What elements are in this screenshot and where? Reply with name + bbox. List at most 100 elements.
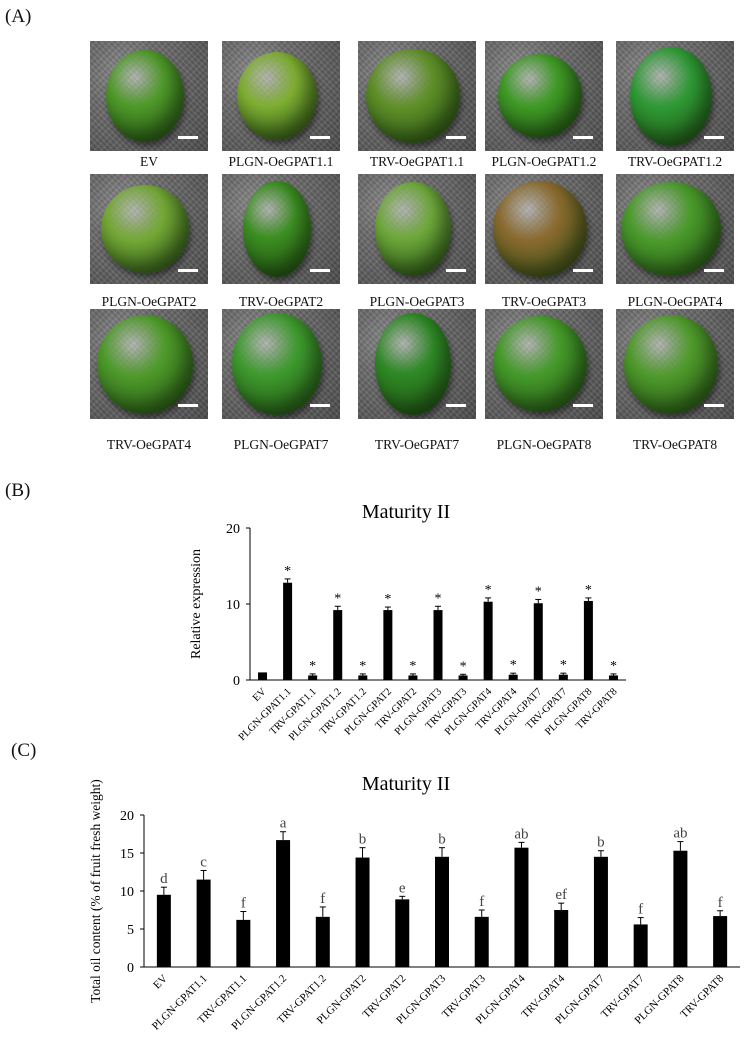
olive-fruit	[629, 46, 713, 146]
fruit-photo	[358, 174, 476, 284]
significance-label: *	[384, 592, 391, 607]
fruit-photo	[358, 309, 476, 419]
olive-fruit	[101, 185, 189, 273]
significance-label: b	[438, 832, 446, 848]
olive-fruit	[375, 313, 451, 415]
significance-label: f	[320, 891, 325, 907]
scale-bar	[310, 136, 330, 139]
bar	[433, 610, 443, 680]
scale-bar	[446, 404, 466, 407]
olive-fruit	[375, 181, 451, 277]
fruit-label: EV	[140, 154, 158, 169]
x-tick-label: EV	[251, 686, 269, 704]
panel-label-b: (B)	[5, 480, 31, 501]
fruit-label: TRV-OeGPAT8	[632, 437, 718, 452]
significance-label: b	[359, 832, 367, 848]
bar	[358, 675, 368, 680]
olive-fruit	[106, 49, 184, 143]
bar	[236, 919, 251, 967]
olive-fruit	[492, 180, 588, 278]
panel-label-a: (A)	[5, 6, 32, 27]
scale-bar	[310, 269, 330, 272]
bar	[408, 675, 418, 680]
significance-label: *	[359, 659, 366, 674]
scale-bar	[573, 136, 593, 139]
olive-fruit	[492, 315, 588, 413]
fruit-photo	[358, 41, 476, 151]
fruit-photo	[90, 174, 208, 284]
fruit-photo	[222, 309, 340, 419]
panel-label-c: (C)	[11, 740, 37, 761]
significance-label: a	[280, 816, 287, 832]
fruit-label: TRV-OeGPAT2	[238, 294, 324, 309]
bar	[276, 840, 291, 967]
bar	[283, 582, 293, 680]
significance-label: ef	[555, 887, 567, 903]
bar	[474, 916, 489, 967]
bar	[483, 601, 493, 680]
scale-bar	[178, 136, 198, 139]
scale-bar	[446, 269, 466, 272]
significance-label: *	[284, 564, 291, 579]
scale-bar	[310, 404, 330, 407]
olive-fruit	[623, 314, 719, 414]
fruit-photo	[222, 41, 340, 151]
significance-label: f	[638, 902, 643, 918]
bar	[383, 610, 393, 680]
bar	[583, 600, 593, 680]
bar	[514, 847, 529, 967]
x-tick-label: EV	[151, 973, 170, 992]
bar	[333, 610, 343, 680]
significance-label: f	[241, 896, 246, 912]
y-tick-label: 15	[120, 847, 134, 862]
fruit-label: PLGN-OeGPAT2	[101, 294, 197, 309]
fruit-photo	[485, 309, 603, 419]
scale-bar	[704, 404, 724, 407]
fruit-photo	[222, 174, 340, 284]
bar	[355, 857, 370, 967]
scale-bar	[446, 136, 466, 139]
scale-bar	[178, 269, 198, 272]
scale-bar	[573, 404, 593, 407]
scale-bar	[573, 269, 593, 272]
scale-bar	[704, 269, 724, 272]
bar	[458, 675, 468, 680]
fruit-photo	[485, 174, 603, 284]
fruit-label: PLGN-OeGPAT1.1	[228, 154, 334, 169]
oil-content-chart: Maturity II Total oil content (% of fruit…	[88, 773, 740, 1032]
bar	[608, 675, 618, 680]
fruit-label: TRV-OeGPAT7	[374, 437, 460, 452]
bar	[156, 894, 171, 967]
x-tick-label: TRV-GPAT8	[678, 972, 726, 1020]
bar	[395, 899, 410, 967]
bar	[315, 916, 330, 967]
y-tick-label: 10	[120, 885, 134, 900]
fruit-photo	[90, 41, 208, 151]
y-axis-label: Relative expression	[189, 549, 204, 659]
olive-fruit	[365, 48, 461, 144]
significance-label: *	[560, 658, 567, 673]
fruit-photo	[616, 174, 734, 284]
bar	[673, 850, 688, 967]
significance-label: *	[460, 659, 467, 674]
fruit-label: PLGN-OeGPAT3	[369, 294, 465, 309]
fruit-label: PLGN-OeGPAT7	[233, 437, 329, 452]
significance-label: e	[399, 880, 406, 896]
y-tick-label: 5	[127, 923, 134, 938]
scale-bar	[704, 136, 724, 139]
significance-label: *	[409, 659, 416, 674]
chart-title: Maturity II	[362, 773, 450, 795]
significance-label: *	[485, 583, 492, 598]
significance-label: f	[718, 895, 723, 911]
fruit-label: TRV-OeGPAT4	[106, 437, 192, 452]
significance-label: ab	[514, 826, 528, 842]
bar	[713, 916, 728, 967]
significance-label: *	[309, 659, 316, 674]
olive-fruit	[497, 54, 583, 138]
fruit-photo	[485, 41, 603, 151]
y-tick-label: 10	[226, 598, 240, 613]
y-tick-label: 0	[233, 674, 240, 689]
fruit-photo	[90, 309, 208, 419]
bar	[308, 675, 318, 680]
y-axis-label: Total oil content (% of fruit fresh weig…	[88, 779, 103, 1003]
